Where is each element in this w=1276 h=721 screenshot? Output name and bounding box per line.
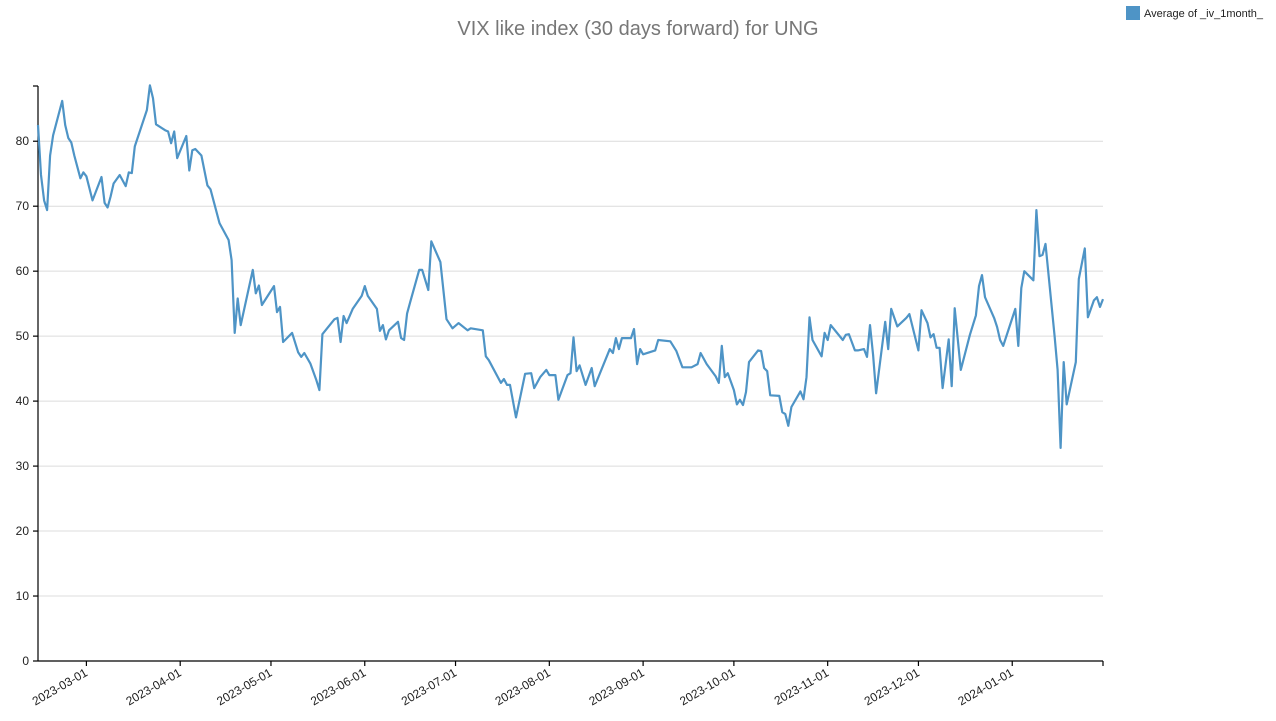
x-tick-label: 2023-09-01	[586, 665, 646, 708]
y-tick-label: 70	[16, 199, 30, 213]
x-tick-label: 2023-04-01	[124, 665, 184, 708]
legend[interactable]: Average of _iv_1month_	[1126, 6, 1264, 20]
x-tick-label: 2023-03-01	[30, 665, 90, 708]
y-tick-label: 50	[16, 329, 30, 343]
x-axis: 2023-03-01 2023-04-01 2023-05-01 2023-06-01…	[30, 660, 1104, 708]
x-tick-label: 2023-07-01	[399, 665, 459, 708]
x-tick-label: 2024-01-01	[956, 665, 1016, 708]
y-tick-label: 80	[16, 134, 30, 148]
y-axis: 0 10 20 30 40 50 60 70 80	[16, 85, 39, 668]
x-tick-label: 2023-08-01	[493, 665, 553, 708]
x-tick-label: 2023-12-01	[862, 665, 922, 708]
x-tick-label: 2023-11-01	[772, 665, 832, 708]
x-tick-label: 2023-10-01	[677, 665, 737, 708]
y-tick-label: 60	[16, 264, 30, 278]
x-tick-label: 2023-05-01	[214, 665, 274, 708]
series-line	[36, 84, 1105, 449]
y-tick-label: 10	[16, 589, 30, 603]
y-tick-label: 40	[16, 394, 30, 408]
y-tick-label: 20	[16, 524, 30, 538]
legend-swatch	[1126, 6, 1140, 20]
y-tick-label: 30	[16, 459, 30, 473]
legend-label: Average of _iv_1month_	[1144, 8, 1264, 20]
y-tick-label: 0	[22, 654, 29, 668]
chart-title: VIX like index (30 days forward) for UNG	[457, 18, 818, 40]
x-tick-label: 2023-06-01	[308, 665, 368, 708]
